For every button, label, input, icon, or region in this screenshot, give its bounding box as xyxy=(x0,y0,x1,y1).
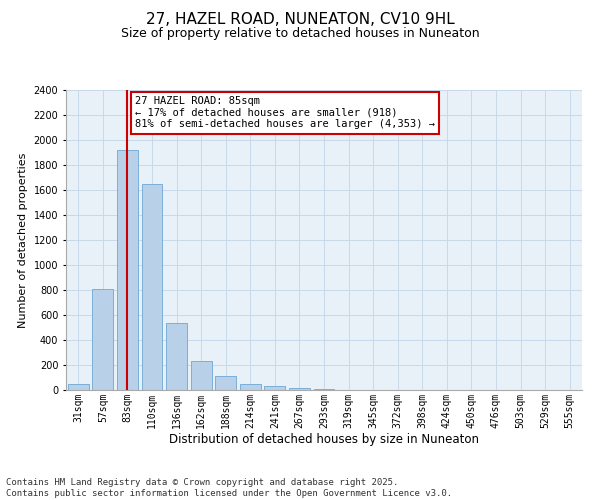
Bar xyxy=(92,289,113,390)
Bar xyxy=(191,360,212,390)
Bar xyxy=(240,384,261,390)
Text: Distribution of detached houses by size in Nuneaton: Distribution of detached houses by size … xyxy=(169,432,479,446)
Bar xyxy=(166,322,187,390)
Text: Contains HM Land Registry data © Crown copyright and database right 2025.
Contai: Contains HM Land Registry data © Crown c… xyxy=(6,478,452,498)
Bar xyxy=(289,388,310,390)
Text: 27 HAZEL ROAD: 85sqm
← 17% of detached houses are smaller (918)
81% of semi-deta: 27 HAZEL ROAD: 85sqm ← 17% of detached h… xyxy=(135,96,435,130)
Bar xyxy=(215,376,236,390)
Text: 27, HAZEL ROAD, NUNEATON, CV10 9HL: 27, HAZEL ROAD, NUNEATON, CV10 9HL xyxy=(146,12,454,28)
Bar xyxy=(265,386,286,390)
Bar xyxy=(68,384,89,390)
Bar xyxy=(142,184,163,390)
Y-axis label: Number of detached properties: Number of detached properties xyxy=(18,152,28,328)
Bar xyxy=(117,150,138,390)
Text: Size of property relative to detached houses in Nuneaton: Size of property relative to detached ho… xyxy=(121,28,479,40)
